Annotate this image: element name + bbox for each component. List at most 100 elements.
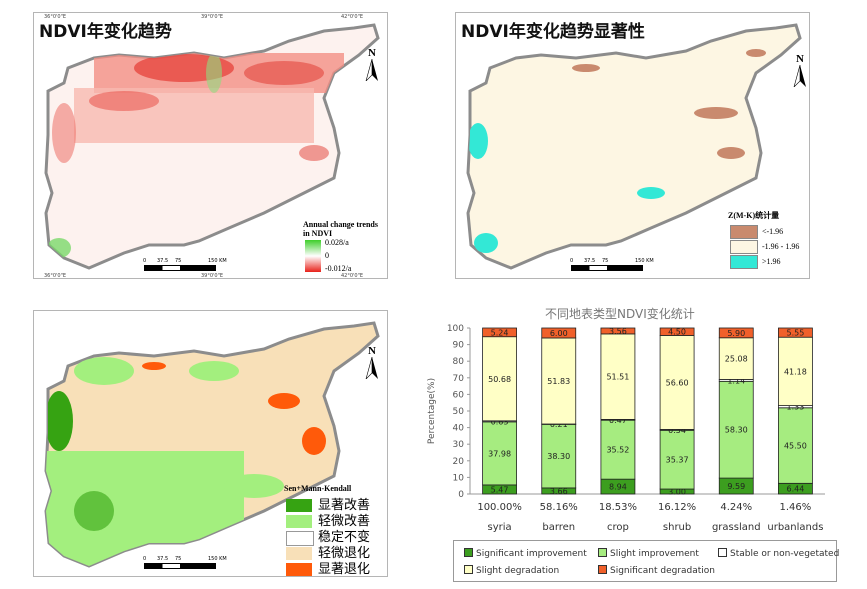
bar-segment: [541, 423, 577, 489]
bar-segment: [482, 336, 517, 422]
data-label: 0.47: [609, 416, 627, 425]
data-label: 35.52: [606, 446, 629, 455]
y-tick-label: 60: [453, 390, 465, 400]
y-axis-label: Percentage(%): [427, 378, 437, 444]
bar-segment: [541, 337, 577, 425]
legend-swatch: [464, 548, 473, 557]
data-label: 8.94: [609, 483, 627, 492]
significance-map-title: NDVI年变化趋势显著性: [461, 22, 645, 42]
senmk-map: [44, 321, 380, 568]
significance-legend: Z(M-K)统计量 <-1.96 -1.96 - 1.96 >1.96: [728, 211, 809, 269]
data-label: 56.60: [666, 378, 689, 387]
category-label: shrub: [663, 522, 691, 533]
data-label: 35.37: [666, 456, 689, 465]
y-tick-label: 0: [458, 490, 464, 500]
scale-bar: [144, 563, 216, 569]
legend-swatch: [598, 565, 607, 574]
data-label: 6.44: [787, 485, 805, 494]
legend-swatch: [286, 531, 314, 546]
bar-segment: [778, 336, 813, 406]
y-tick-label: 70: [453, 374, 465, 384]
lon-label: 36°0'0"E: [44, 273, 67, 279]
scale-label: 150 KM: [635, 258, 654, 264]
legend-swatch: [286, 547, 312, 560]
scale-label: 150 KM: [208, 258, 227, 264]
data-label: 3.00: [668, 488, 686, 497]
legend-swatch: [730, 240, 758, 254]
data-label: 1.33: [787, 403, 805, 412]
category-share-label: 16.12%: [658, 502, 696, 513]
data-label: 3.56: [609, 327, 627, 336]
scale-label: 37.5: [584, 258, 596, 264]
data-label: 5.90: [727, 329, 745, 338]
legend-swatch: [730, 255, 758, 269]
lon-label: 36°0'0"E: [44, 14, 67, 20]
legend-label: 稳定不变: [318, 529, 371, 544]
legend-title: Z(M-K)统计量: [728, 211, 780, 220]
data-label: 5.55: [787, 329, 805, 338]
data-label: 50.68: [488, 375, 511, 384]
scale-bar: [571, 265, 643, 271]
scale-label: 75: [602, 258, 609, 264]
legend-item: Significant improvement: [464, 548, 587, 559]
legend-mid: 0: [325, 251, 329, 260]
y-tick-label: 30: [453, 440, 465, 450]
bar-segment: [778, 327, 813, 338]
bar-segment: [600, 327, 636, 335]
data-label: 58.30: [725, 426, 748, 435]
legend-label: 显著退化: [318, 561, 371, 576]
data-label: 3.66: [550, 487, 568, 496]
bar-segment: [482, 421, 517, 486]
y-tick-label: 90: [453, 341, 465, 351]
legend-label: <-1.96: [762, 227, 784, 236]
legend-label: -1.96 - 1.96: [762, 242, 800, 251]
data-label: 0.54: [668, 426, 686, 435]
bar-segment: [718, 327, 754, 339]
data-label: 1.14: [727, 376, 745, 385]
category-label: urbanlands: [767, 522, 823, 533]
trend-map-title: NDVI年变化趋势: [39, 22, 172, 42]
legend-swatch: [718, 548, 727, 557]
north-arrow-icon: N: [365, 345, 379, 382]
legend-label: 轻微退化: [318, 545, 371, 560]
data-label: 25.08: [725, 355, 748, 364]
lon-label: 39°0'0"E: [201, 14, 224, 20]
bar-segment: [600, 419, 636, 480]
scale-bar: [144, 265, 216, 271]
bar-segment: [600, 333, 636, 420]
legend-title: Sen+Mann-Kendall: [284, 484, 352, 493]
legend-item: Slight degradation: [464, 565, 559, 576]
category-share-label: 58.16%: [540, 502, 578, 513]
scale-label: 150 KM: [208, 556, 227, 562]
bar-segment: [778, 407, 813, 484]
category-share-label: 1.46%: [780, 502, 812, 513]
scale-label: 75: [175, 258, 182, 264]
y-tick-label: 80: [453, 357, 465, 367]
bar-segment: [541, 327, 577, 339]
data-label: 6.00: [550, 329, 568, 338]
data-label: 0.21: [550, 420, 568, 429]
lon-label: 39°0'0"E: [201, 273, 224, 279]
legend-min: -0.012/a: [325, 264, 352, 273]
data-label: 0.63: [491, 417, 509, 426]
legend-label: 轻微改善: [318, 513, 371, 528]
legend-swatch: [464, 565, 473, 574]
trend-map: [44, 23, 380, 270]
legend-item: Significant degradation: [598, 565, 715, 576]
color-ramp: [305, 240, 321, 272]
data-label: 51.51: [606, 373, 629, 382]
legend-title: Annual change trends in NDVI: [303, 220, 378, 238]
trend-map-panel: NDVI年变化趋势 N 36°0'0"E 39°0'0"E 42°0'0"E 3…: [33, 12, 388, 279]
stacked-bar-chart: 0 10 20 30 40 50 60 70 80 90 100 Percentage(%) 5.47 3…: [427, 324, 825, 533]
bar-segment: [482, 327, 517, 338]
category-label: barren: [542, 522, 575, 533]
scale-label: 0: [143, 258, 147, 264]
data-label: 41.18: [784, 367, 807, 376]
legend-swatch: [286, 563, 312, 576]
category-share-label: 4.24%: [720, 502, 752, 513]
data-label: 37.98: [488, 449, 511, 458]
chart-title: 不同地表类型NDVI变化统计: [545, 307, 695, 321]
legend-label: >1.96: [762, 257, 781, 266]
category-share-label: 18.53%: [599, 502, 637, 513]
legend-swatch: [286, 515, 312, 528]
